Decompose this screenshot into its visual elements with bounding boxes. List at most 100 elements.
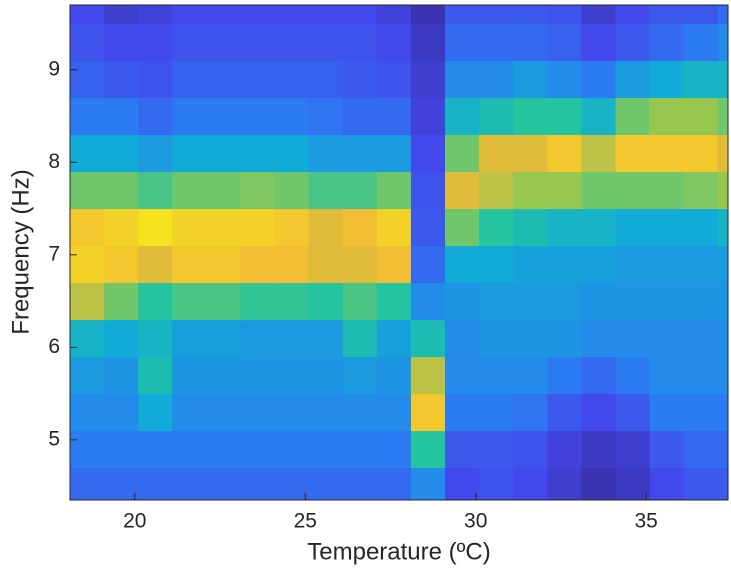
heatmap-cell bbox=[342, 60, 378, 99]
heatmap-cell bbox=[581, 208, 616, 247]
heatmap-cell bbox=[308, 23, 344, 62]
heatmap-cell bbox=[581, 282, 616, 321]
heatmap-cell bbox=[410, 245, 446, 284]
heatmap-cell bbox=[172, 393, 207, 432]
heatmap-cell bbox=[172, 5, 207, 25]
heatmap-cell bbox=[683, 5, 719, 25]
heatmap-cell bbox=[547, 282, 582, 321]
heatmap-cell bbox=[308, 430, 344, 469]
heatmap-cell bbox=[683, 319, 719, 358]
heatmap-cell bbox=[513, 319, 548, 358]
heatmap-cell bbox=[649, 23, 685, 62]
heatmap-cell bbox=[70, 97, 105, 136]
heatmap-cell bbox=[445, 97, 480, 136]
heatmap-cell bbox=[342, 5, 378, 25]
heatmap-cell bbox=[172, 97, 207, 136]
heatmap-cell bbox=[615, 208, 651, 247]
heatmap-cell bbox=[683, 430, 719, 469]
heatmap-cell bbox=[70, 60, 105, 99]
heatmap-cell bbox=[172, 134, 207, 173]
heatmap-cell bbox=[376, 282, 412, 321]
heatmap-cell bbox=[206, 23, 241, 62]
heatmap-cell bbox=[479, 282, 514, 321]
heatmap-cell bbox=[479, 97, 514, 136]
heatmap-cell bbox=[410, 60, 446, 99]
heatmap-cell bbox=[683, 208, 719, 247]
heatmap-cell bbox=[206, 282, 241, 321]
heatmap-cell bbox=[547, 393, 582, 432]
heatmap-cell bbox=[376, 23, 412, 62]
y-tick-label: 8 bbox=[48, 150, 60, 173]
heatmap-cell bbox=[547, 430, 582, 469]
heatmap-cell bbox=[342, 356, 378, 395]
heatmap-cell bbox=[70, 134, 105, 173]
heatmap-cell bbox=[240, 5, 276, 25]
heatmap-cell bbox=[615, 60, 651, 99]
heatmap-cell bbox=[206, 319, 241, 358]
heatmap-cell bbox=[683, 171, 719, 210]
heatmap-cell bbox=[138, 60, 173, 99]
heatmap-cell bbox=[649, 208, 685, 247]
heatmap-cell bbox=[172, 245, 207, 284]
heatmap-cell bbox=[615, 5, 651, 25]
heatmap-cell bbox=[240, 97, 276, 136]
heatmap-cell bbox=[342, 134, 378, 173]
heatmap-cell bbox=[308, 134, 344, 173]
heatmap-cell bbox=[445, 60, 480, 99]
heatmap-cell bbox=[683, 245, 719, 284]
heatmap-cell bbox=[479, 245, 514, 284]
heatmap-cell bbox=[547, 356, 582, 395]
heatmap-cell bbox=[138, 430, 173, 469]
heatmap-cell bbox=[547, 60, 582, 99]
heatmap-cell bbox=[615, 171, 651, 210]
heatmap-cell bbox=[683, 60, 719, 99]
heatmap-cell bbox=[342, 23, 378, 62]
heatmap-cell bbox=[410, 393, 446, 432]
heatmap-cell bbox=[479, 467, 514, 501]
heatmap-cell bbox=[615, 319, 651, 358]
heatmap-cell bbox=[615, 23, 651, 62]
heatmap-cell bbox=[649, 5, 685, 25]
heatmap-cell bbox=[240, 356, 276, 395]
heatmap-cell bbox=[206, 208, 241, 247]
heatmap-cell bbox=[308, 393, 344, 432]
heatmap-cell bbox=[172, 171, 207, 210]
heatmap-cell bbox=[376, 60, 412, 99]
heatmap-cell bbox=[104, 97, 139, 136]
heatmap-cell bbox=[376, 245, 412, 284]
heatmap-cell bbox=[513, 282, 548, 321]
heatmap-cell bbox=[445, 208, 480, 247]
heatmap-cell bbox=[240, 23, 276, 62]
heatmap-cell bbox=[104, 23, 139, 62]
heatmap-cell bbox=[717, 319, 729, 358]
heatmap-cell bbox=[547, 319, 582, 358]
heatmap-cell bbox=[206, 171, 241, 210]
heatmap-cell bbox=[206, 134, 241, 173]
heatmap-cell bbox=[717, 393, 729, 432]
heatmap-cell bbox=[649, 319, 685, 358]
heatmap-cell bbox=[240, 208, 276, 247]
heatmap-cell bbox=[138, 245, 173, 284]
heatmap-cell bbox=[308, 5, 344, 25]
heatmap-cell bbox=[581, 171, 616, 210]
heatmap-cell bbox=[649, 393, 685, 432]
heatmap-cell bbox=[547, 5, 582, 25]
heatmap-cell bbox=[479, 430, 514, 469]
heatmap-cell bbox=[479, 134, 514, 173]
heatmap-cell bbox=[547, 134, 582, 173]
heatmap-cell bbox=[479, 171, 514, 210]
heatmap-cell bbox=[274, 393, 310, 432]
heatmap-cell bbox=[479, 60, 514, 99]
heatmap-cell bbox=[547, 171, 582, 210]
heatmap-cell bbox=[717, 282, 729, 321]
heatmap-cell bbox=[342, 282, 378, 321]
heatmap-cell bbox=[513, 393, 548, 432]
heatmap-cell bbox=[513, 5, 548, 25]
heatmap-cell bbox=[615, 467, 651, 501]
heatmap-cell bbox=[138, 97, 173, 136]
heatmap-cell bbox=[445, 319, 480, 358]
heatmap-cell bbox=[240, 134, 276, 173]
heatmap-cell bbox=[547, 208, 582, 247]
heatmap-cell bbox=[172, 319, 207, 358]
heatmap-cell bbox=[445, 282, 480, 321]
